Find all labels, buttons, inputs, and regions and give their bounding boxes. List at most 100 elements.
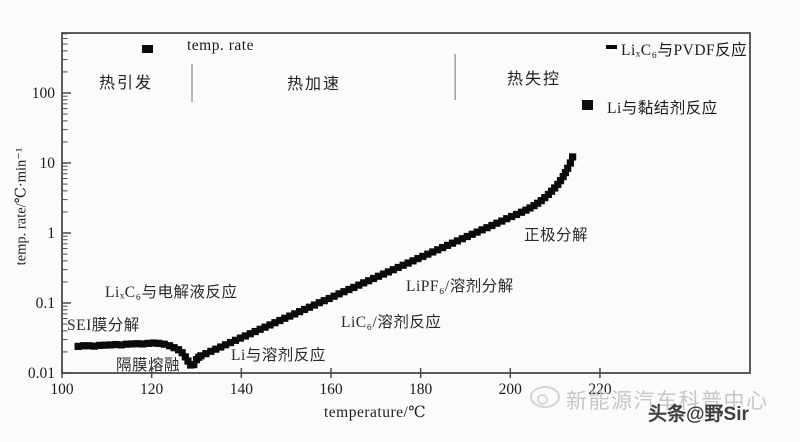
legend-square-icon bbox=[142, 45, 153, 53]
data-point bbox=[178, 349, 186, 357]
data-point bbox=[434, 246, 442, 254]
legend-pvdf-reaction-label: LiₓC₆与PVDF反应 bbox=[621, 42, 748, 59]
watermark-text: 新能源汽车科普中心 bbox=[566, 390, 769, 413]
data-point bbox=[374, 272, 383, 280]
data-point bbox=[448, 239, 457, 247]
stage-label-thermal-acceleration: 热加速 bbox=[287, 76, 342, 93]
y-tick-label: 100 bbox=[32, 85, 56, 102]
data-point bbox=[330, 292, 338, 300]
data-point bbox=[399, 261, 407, 269]
y-tick-label: 1 bbox=[47, 225, 55, 242]
data-point bbox=[453, 237, 462, 245]
data-point bbox=[394, 263, 402, 272]
data-point bbox=[231, 336, 240, 344]
stage-label-thermal-runaway: 热失控 bbox=[507, 71, 562, 88]
data-point bbox=[202, 350, 210, 358]
data-point bbox=[139, 340, 147, 348]
data-point bbox=[566, 159, 574, 167]
data-point bbox=[133, 340, 141, 348]
data-point bbox=[561, 168, 570, 177]
data-point bbox=[478, 226, 486, 234]
data-point bbox=[90, 342, 98, 350]
data-point bbox=[190, 360, 198, 369]
data-point bbox=[512, 210, 521, 219]
y-tick-label: 0.1 bbox=[36, 295, 55, 312]
data-point bbox=[340, 288, 348, 296]
data-point bbox=[419, 252, 427, 261]
data-point bbox=[281, 314, 289, 322]
data-point bbox=[483, 224, 491, 232]
watermark-logo-icon bbox=[530, 386, 560, 408]
y-tick-label: 0.01 bbox=[28, 365, 55, 382]
plot-frame bbox=[61, 32, 751, 374]
x-tick-label: 100 bbox=[50, 381, 74, 398]
data-point bbox=[300, 305, 309, 314]
legend-square2-icon bbox=[582, 100, 593, 110]
data-point bbox=[291, 310, 299, 318]
data-point bbox=[365, 277, 373, 285]
x-tick-label: 160 bbox=[319, 381, 343, 398]
x-axis-label: temperature/℃ bbox=[324, 404, 427, 421]
data-point bbox=[181, 353, 189, 361]
stage-label-thermal-initiation: 热引发 bbox=[99, 75, 154, 92]
annotation-cathode-decomposition: 正极分解 bbox=[524, 227, 589, 244]
annotation-sei-decomposition: SEI膜分解 bbox=[67, 317, 140, 334]
data-point bbox=[226, 338, 235, 347]
x-tick-label: 120 bbox=[140, 381, 164, 398]
data-point bbox=[503, 215, 511, 223]
data-point bbox=[74, 342, 82, 350]
data-point bbox=[526, 204, 534, 212]
data-point bbox=[569, 153, 577, 161]
data-point bbox=[286, 312, 294, 320]
data-point bbox=[554, 180, 562, 188]
data-point bbox=[305, 303, 314, 311]
legend-temp-rate-label: temp. rate bbox=[187, 37, 254, 54]
data-point bbox=[424, 250, 432, 258]
data-point bbox=[522, 206, 530, 214]
data-point bbox=[315, 299, 323, 307]
data-point bbox=[409, 257, 417, 265]
data-point bbox=[404, 259, 412, 267]
data-point bbox=[149, 339, 158, 347]
data-point bbox=[414, 254, 422, 263]
data-point bbox=[556, 177, 565, 185]
data-point bbox=[463, 232, 471, 241]
data-point bbox=[488, 221, 496, 230]
annotation-li-solvent-reaction: Li与溶剂反应 bbox=[231, 347, 326, 364]
x-tick-label: 140 bbox=[230, 381, 254, 398]
data-point bbox=[458, 235, 466, 243]
annotation-electrolyte-reaction: LiₓC₆与电解液反应 bbox=[105, 284, 238, 301]
annotation-lic6-solvent-reaction: LiC₆/溶剂反应 bbox=[341, 314, 442, 331]
data-point bbox=[128, 340, 136, 348]
data-point bbox=[96, 341, 104, 349]
x-tick-label: 180 bbox=[409, 381, 433, 398]
credit-text: 头条@野Sir bbox=[648, 404, 749, 425]
data-point bbox=[165, 342, 174, 350]
data-point bbox=[517, 208, 526, 216]
data-point bbox=[443, 241, 452, 249]
data-point bbox=[360, 279, 368, 287]
data-point bbox=[276, 316, 284, 325]
data-point bbox=[160, 340, 168, 348]
data-point bbox=[184, 357, 192, 365]
data-point bbox=[439, 243, 447, 252]
data-point bbox=[241, 332, 249, 340]
y-axis-label: temp. rate/℃·min⁻¹ bbox=[13, 147, 30, 266]
data-point bbox=[493, 219, 501, 227]
data-point bbox=[251, 327, 259, 336]
data-point bbox=[197, 352, 205, 360]
data-point bbox=[389, 266, 397, 274]
data-point bbox=[222, 341, 230, 349]
data-point bbox=[217, 343, 225, 351]
data-point bbox=[369, 274, 378, 283]
data-point bbox=[345, 285, 353, 294]
data-point bbox=[325, 294, 333, 303]
data-point bbox=[207, 347, 215, 355]
data-point bbox=[320, 297, 328, 305]
data-point bbox=[498, 217, 506, 225]
data-point bbox=[155, 339, 163, 347]
data-point bbox=[355, 281, 363, 289]
data-point bbox=[266, 321, 274, 329]
